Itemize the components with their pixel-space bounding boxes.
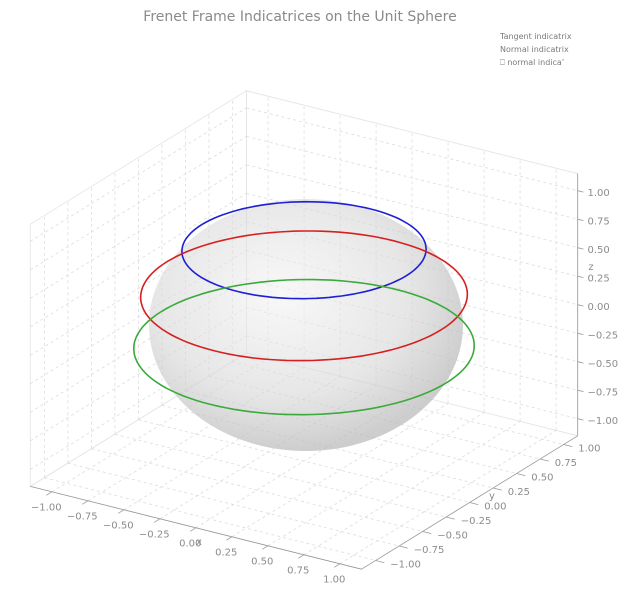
grid-line xyxy=(30,164,247,299)
x-tick-mark xyxy=(82,500,89,505)
grid-line xyxy=(138,419,470,503)
grid-line xyxy=(246,136,578,220)
x-tick-mark xyxy=(298,554,305,559)
x-tick-label: 0.75 xyxy=(287,565,309,576)
y-tick-label: 1.00 xyxy=(578,444,600,455)
y-tick-mark xyxy=(399,545,408,549)
y-tick-label: −1.00 xyxy=(390,560,421,571)
indicatrix-curve-1 xyxy=(181,200,427,300)
grid-line xyxy=(114,433,447,518)
y-tick-label: 0.25 xyxy=(508,487,530,498)
grid-line xyxy=(231,403,449,538)
x-tick-mark xyxy=(334,563,341,568)
x-tick-mark xyxy=(154,518,161,523)
x-axis-label: x xyxy=(196,537,202,548)
indicatrix-curve-2 xyxy=(139,230,469,362)
grid-line xyxy=(91,448,423,532)
legend-entry-binormal: ⎕ normal indica’ xyxy=(500,58,564,67)
z-tick-mark xyxy=(577,332,584,336)
z-tick-mark xyxy=(577,418,584,421)
y-tick-label: −0.75 xyxy=(414,545,445,556)
axis-ticks: −1.00−0.75−0.50−0.250.000.250.500.751.00… xyxy=(30,173,618,585)
z-axis-label: z xyxy=(588,262,593,273)
z-tick-label: 0.50 xyxy=(587,245,609,256)
x-tick-mark xyxy=(262,545,269,550)
grid-line xyxy=(30,136,247,271)
z-tick-mark xyxy=(577,190,584,193)
grid-line xyxy=(303,421,521,556)
x-tick-label: 0.50 xyxy=(251,556,273,567)
x-tick-label: −0.25 xyxy=(139,529,170,540)
grid-line xyxy=(30,107,247,242)
x-tick-label: −1.00 xyxy=(31,502,62,513)
y-axis-label: y xyxy=(489,491,495,502)
z-tick-mark xyxy=(577,247,584,250)
z-tick-label: −1.00 xyxy=(587,416,618,427)
z-tick-label: 0.00 xyxy=(587,302,609,313)
indicatrix-curves xyxy=(132,200,476,416)
z-tick-label: −0.25 xyxy=(587,331,618,342)
y-tick-mark xyxy=(422,531,432,535)
y-tick-mark xyxy=(493,487,502,491)
x-tick-mark xyxy=(226,536,233,541)
x-tick-mark xyxy=(46,491,53,496)
y-tick-label: 0.00 xyxy=(484,502,506,513)
x-tick-label: 0.00 xyxy=(179,538,201,549)
z-tick-label: 1.00 xyxy=(587,188,609,199)
y-tick-label: −0.25 xyxy=(461,516,492,527)
y-tick-label: −0.50 xyxy=(437,531,468,542)
x-tick-label: 0.25 xyxy=(215,547,237,558)
grid-line xyxy=(44,477,376,561)
x-tick-label: −0.50 xyxy=(103,520,134,531)
sphere-body xyxy=(149,199,463,451)
legend: Tangent indicatrix Normal indicatrix ⎕ n… xyxy=(499,32,572,67)
y-tick-mark xyxy=(469,502,479,506)
z-tick-label: 0.25 xyxy=(587,274,609,285)
grid-line xyxy=(246,107,578,192)
y-tick-mark xyxy=(446,516,455,520)
z-tick-mark xyxy=(577,389,584,393)
y-tick-mark xyxy=(540,458,549,462)
unit-sphere-surface xyxy=(149,199,463,451)
y-tick-mark xyxy=(375,560,385,564)
z-tick-mark xyxy=(577,361,584,364)
z-tick-mark xyxy=(577,275,584,279)
z-tick-mark xyxy=(577,304,584,307)
z-tick-label: −0.75 xyxy=(587,388,618,399)
indicatrix-curve-3 xyxy=(132,278,476,416)
x-tick-label: −0.75 xyxy=(67,511,98,522)
x-tick-mark xyxy=(190,527,197,532)
y-tick-mark xyxy=(516,473,526,477)
z-tick-label: 0.75 xyxy=(587,217,609,228)
legend-entry-tangent: Tangent indicatrix xyxy=(499,32,572,41)
y-tick-mark xyxy=(563,444,573,448)
legend-entry-normal: Normal indicatrix xyxy=(500,45,569,54)
y-tick-label: 0.50 xyxy=(531,473,553,484)
grid-line xyxy=(267,412,485,547)
x-tick-mark xyxy=(118,509,125,514)
x-tick-label: 1.00 xyxy=(323,574,345,585)
z-tick-mark xyxy=(577,218,584,222)
grid-line xyxy=(246,164,578,249)
grid-line xyxy=(30,193,247,328)
grid-line xyxy=(339,430,557,565)
z-tick-label: −0.50 xyxy=(587,359,618,370)
chart-title: Frenet Frame Indicatrices on the Unit Sp… xyxy=(143,9,456,25)
y-tick-label: 0.75 xyxy=(555,458,577,469)
